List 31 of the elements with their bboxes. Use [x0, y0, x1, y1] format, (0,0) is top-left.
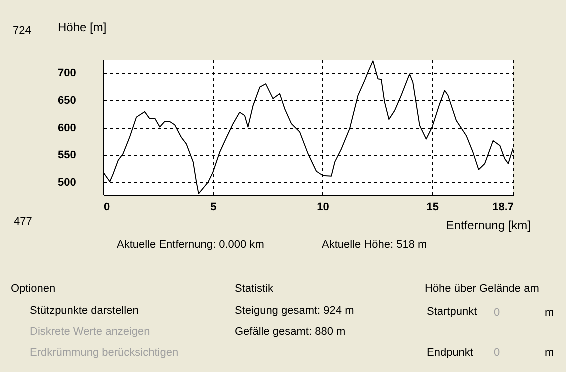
text: Diskrete Werte anzeigen — [30, 326, 150, 338]
y-tick-label: 650 — [58, 94, 76, 107]
x-tick-label: 5 — [210, 202, 217, 214]
text: Gefälle gesamt: 880 m — [235, 326, 346, 338]
text: Aktuelle Höhe: 518 m — [322, 239, 428, 251]
text: m — [545, 307, 554, 319]
y-tick-label: 700 — [58, 68, 76, 80]
x-tick-label: 18.7 — [492, 202, 514, 214]
line-series — [104, 60, 514, 194]
text: 724 — [13, 25, 32, 37]
text: Höhe über Gelände am — [425, 283, 540, 295]
y-tick-label: 500 — [58, 176, 76, 189]
y-axis-title: Höhe [m] — [58, 20, 107, 34]
text: Endpunkt — [427, 347, 474, 359]
x-axis-title: Entfernung [km] — [446, 218, 531, 232]
text: Startpunkt — [427, 306, 478, 318]
text: Statistik — [235, 283, 274, 295]
text: Stützpunkte darstellen — [30, 305, 139, 317]
text: 0 — [494, 307, 500, 319]
text: Steigung gesamt: 924 m — [235, 305, 354, 317]
x-tick-label: 0 — [104, 202, 110, 214]
y-tick-label: 600 — [58, 122, 76, 134]
y-tick-label: 550 — [58, 150, 76, 162]
text: m — [545, 347, 554, 359]
text: 477 — [14, 216, 32, 228]
text: 0 — [494, 347, 500, 359]
text: Optionen — [11, 283, 56, 295]
x-tick-label: 15 — [426, 202, 439, 214]
text: Aktuelle Entfernung: 0.000 km — [117, 239, 264, 251]
x-tick-label: 10 — [317, 202, 330, 214]
text: Erdkrümmung berücksichtigen — [30, 347, 179, 359]
